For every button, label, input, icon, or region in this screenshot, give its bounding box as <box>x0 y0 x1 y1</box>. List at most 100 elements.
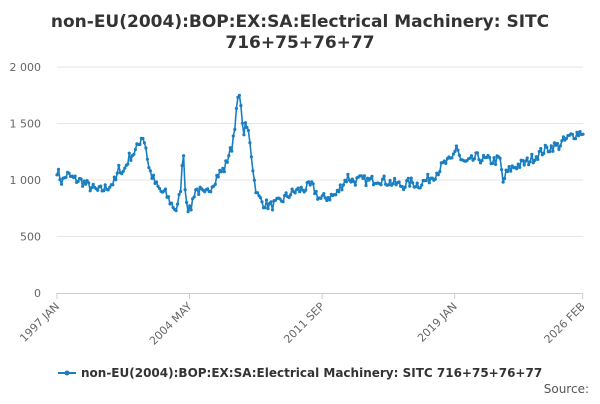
series-point[interactable] <box>227 154 231 158</box>
series-point[interactable] <box>521 158 525 163</box>
series-point[interactable] <box>570 132 575 136</box>
series-point[interactable] <box>319 196 323 200</box>
series-point[interactable] <box>263 206 267 210</box>
series-point[interactable] <box>84 182 88 186</box>
series-point[interactable] <box>454 144 458 148</box>
series-point[interactable] <box>469 154 474 158</box>
series-point[interactable] <box>478 161 483 165</box>
series-point[interactable] <box>132 152 136 156</box>
series-point[interactable] <box>325 198 329 203</box>
series-point[interactable] <box>450 156 454 160</box>
series-point[interactable] <box>195 187 199 191</box>
series-point[interactable] <box>433 177 437 181</box>
series-point[interactable] <box>243 121 247 125</box>
series-point[interactable] <box>237 93 241 97</box>
series-point[interactable] <box>551 149 555 153</box>
series-point[interactable] <box>314 189 318 194</box>
series-point[interactable] <box>391 182 395 186</box>
series-point[interactable] <box>564 136 569 141</box>
series-point[interactable] <box>141 136 145 141</box>
series-point[interactable] <box>307 180 311 184</box>
series-point[interactable] <box>311 182 315 186</box>
series-point[interactable] <box>117 163 121 167</box>
series-point[interactable] <box>427 181 431 185</box>
series-point[interactable] <box>326 195 330 200</box>
series-point[interactable] <box>409 176 413 180</box>
series-point[interactable] <box>472 157 477 161</box>
series-point[interactable] <box>213 182 217 186</box>
series-point[interactable] <box>414 185 418 189</box>
series-point[interactable] <box>76 179 80 183</box>
series-point[interactable] <box>99 184 103 188</box>
series-point[interactable] <box>88 189 92 193</box>
series-point[interactable] <box>180 164 184 168</box>
series-point[interactable] <box>115 171 119 175</box>
series-point[interactable] <box>411 181 415 185</box>
series-point[interactable] <box>560 139 564 143</box>
series-point[interactable] <box>388 178 392 183</box>
series-point[interactable] <box>346 172 350 176</box>
series-point[interactable] <box>575 130 579 134</box>
series-point[interactable] <box>174 209 178 213</box>
series-point[interactable] <box>197 192 201 196</box>
series-point[interactable] <box>323 196 327 200</box>
series-point[interactable] <box>350 177 354 181</box>
series-point[interactable] <box>516 162 520 166</box>
series-point[interactable] <box>370 174 374 178</box>
series-point[interactable] <box>91 182 95 186</box>
series-point[interactable] <box>531 161 535 165</box>
series-point[interactable] <box>290 187 294 191</box>
series-point[interactable] <box>359 174 363 178</box>
series-point[interactable] <box>334 193 338 197</box>
series-point[interactable] <box>138 142 142 146</box>
series-point[interactable] <box>304 188 308 192</box>
series-point[interactable] <box>494 162 498 166</box>
series-point[interactable] <box>353 183 357 187</box>
series-point[interactable] <box>402 187 406 192</box>
series-point[interactable] <box>151 173 156 177</box>
series-point[interactable] <box>287 195 291 199</box>
series-point[interactable] <box>81 184 85 188</box>
series-point[interactable] <box>233 127 237 132</box>
series-point[interactable] <box>397 180 401 184</box>
series-point[interactable] <box>82 179 86 183</box>
series-point[interactable] <box>111 183 115 187</box>
series-point[interactable] <box>266 207 270 211</box>
series-point[interactable] <box>219 170 223 174</box>
series-point[interactable] <box>249 155 253 159</box>
series-point[interactable] <box>457 153 461 157</box>
series-point[interactable] <box>444 161 448 165</box>
series-point[interactable] <box>144 146 148 150</box>
series-point[interactable] <box>533 158 537 162</box>
series-point[interactable] <box>129 158 133 162</box>
series-point[interactable] <box>252 178 256 182</box>
series-point[interactable] <box>296 186 300 190</box>
series-point[interactable] <box>248 141 252 145</box>
series-point[interactable] <box>108 185 112 189</box>
series-point[interactable] <box>163 187 168 191</box>
series-point[interactable] <box>503 176 507 180</box>
series-point[interactable] <box>145 157 149 161</box>
series-point[interactable] <box>500 168 504 172</box>
series-point[interactable] <box>298 190 302 194</box>
series-point[interactable] <box>491 161 495 165</box>
series-point[interactable] <box>387 183 391 187</box>
series-point[interactable] <box>405 179 409 183</box>
series-point[interactable] <box>525 156 529 160</box>
series-point[interactable] <box>234 106 238 111</box>
series-point[interactable] <box>154 180 159 184</box>
series-point[interactable] <box>289 193 293 197</box>
series-point[interactable] <box>216 175 220 179</box>
series-point[interactable] <box>379 183 383 187</box>
series-point[interactable] <box>308 183 312 187</box>
series-point[interactable] <box>518 165 522 169</box>
series-point[interactable] <box>436 173 440 177</box>
series-point[interactable] <box>539 146 543 151</box>
series-point[interactable] <box>522 163 526 167</box>
series-point[interactable] <box>480 159 484 163</box>
series-point[interactable] <box>186 210 190 214</box>
series-point[interactable] <box>123 166 127 170</box>
series-point[interactable] <box>179 189 183 194</box>
series-point[interactable] <box>549 144 553 148</box>
series-point[interactable] <box>126 162 130 166</box>
